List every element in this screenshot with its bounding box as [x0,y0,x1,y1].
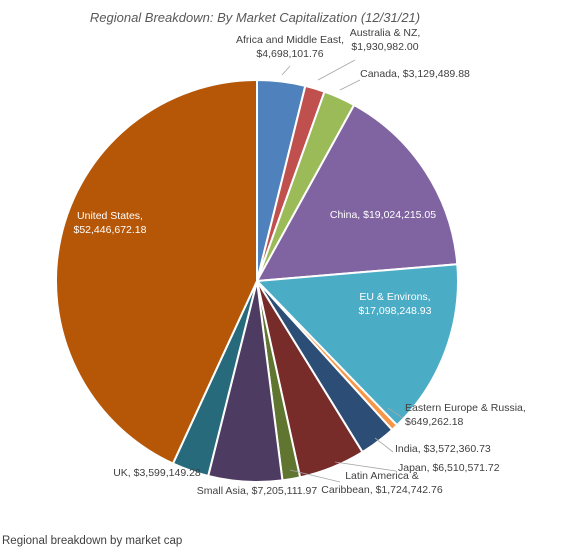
slice-label: Japan, $6,510,571.72 [398,462,500,474]
slice-label: UK, $3,599,149.28 [113,467,201,479]
pie-chart: Regional Breakdown: By Market Capitaliza… [55,10,526,497]
slice-label: China, $19,024,215.05 [330,209,436,221]
pie-slice-china [255,103,459,283]
leader-line [289,469,341,483]
leader-line [374,437,394,453]
slice-label: Africa and Middle East, $4,698,101.76 [236,34,344,60]
chart-title: Regional Breakdown: By Market Capitaliza… [90,10,420,25]
figure-caption: Regional breakdown by market cap [2,535,183,547]
slice-label: Eastern Europe & Russia, $649,262.18 [405,402,526,428]
slice-label: India, $3,572,360.73 [395,443,491,455]
slice-label: Canada, $3,129,489.88 [360,68,470,80]
pie-slice-eu-environs [254,263,459,427]
slice-label: Small Asia, $7,205,111.97 [197,485,318,497]
leader-line [281,65,291,76]
slice-label: Latin America & Caribbean, $1,724,742.76 [321,470,443,496]
slice-label: Australia & NZ, $1,930,982.00 [350,27,421,53]
leader-line [387,407,404,419]
slice-label: EU & Environs, $17,098,248.93 [359,291,432,317]
leader-line [317,59,356,81]
slice-label: United States, $52,446,672.18 [74,210,147,236]
leader-line [339,79,361,91]
pie-slice-united-states [55,78,258,465]
leader-line [334,461,397,472]
